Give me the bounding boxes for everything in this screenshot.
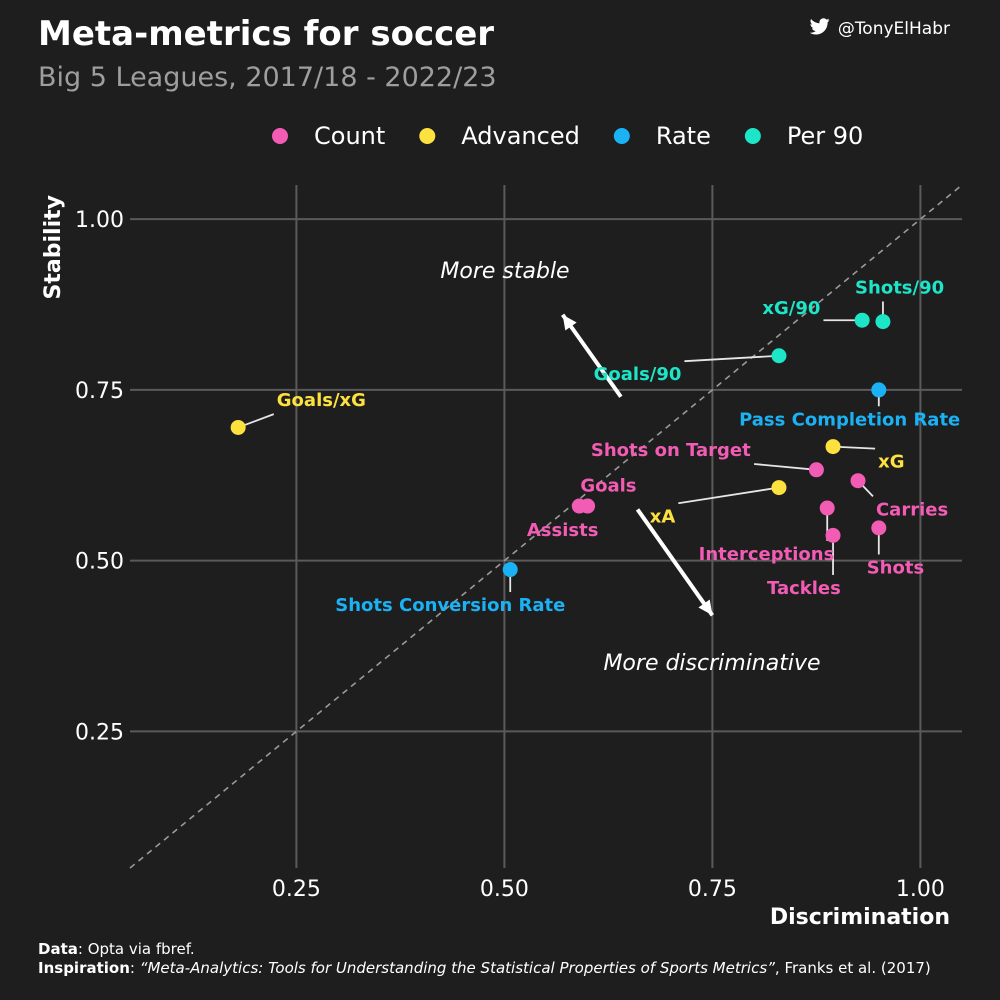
- legend-label: Advanced: [461, 122, 580, 150]
- handle-text: @TonyElHabr: [837, 19, 950, 39]
- y-tick-label: 0.25: [75, 720, 124, 745]
- data-point: [571, 498, 587, 514]
- legend-item: Advanced: [419, 122, 580, 150]
- data-point: [875, 314, 891, 330]
- data-point: [825, 527, 841, 543]
- point-label: Goals: [580, 476, 636, 497]
- y-tick-label: 0.50: [75, 550, 124, 575]
- data-point: [771, 348, 787, 364]
- data-point: [771, 480, 787, 496]
- legend-label: Count: [314, 122, 385, 150]
- data-point: [808, 462, 824, 478]
- leader-line: [754, 463, 817, 471]
- point-label: Goals/xG: [277, 390, 366, 411]
- data-points: [230, 312, 891, 578]
- chart-title: Meta-metrics for soccer: [38, 14, 495, 54]
- data-point: [825, 439, 841, 455]
- annotation-more-discriminative: More discriminative: [603, 651, 820, 676]
- y-tick-label: 0.75: [75, 379, 124, 404]
- x-axis-title: Discrimination: [770, 905, 950, 930]
- footer-inspiration-text: , Franks et al. (2017): [774, 959, 931, 977]
- point-label: Goals/90: [594, 364, 682, 385]
- point-label: Tackles: [767, 578, 841, 599]
- twitter-bird-icon: [809, 18, 830, 40]
- y-tick-label: 1.00: [75, 208, 124, 233]
- annotation-more-stable: More stable: [440, 259, 569, 284]
- point-label: Carries: [876, 499, 948, 520]
- point-labels: Goals/xG Shots/90 xG/90 Goals/90 Pass Comple…: [277, 277, 960, 616]
- data-point: [230, 419, 246, 435]
- point-label: Shots Conversion Rate: [335, 595, 565, 616]
- x-tick-label: 0.50: [480, 877, 529, 902]
- arrow-more-stable: [561, 313, 623, 398]
- data-point: [850, 473, 866, 489]
- annotation-arrows: [561, 313, 715, 617]
- x-tick-label: 1.00: [896, 877, 945, 902]
- point-label: Shots: [867, 557, 924, 578]
- leader-line: [678, 486, 780, 505]
- legend-label: Rate: [656, 122, 711, 150]
- footer-inspiration-title: “Meta-Analytics: Tools for Understanding…: [139, 959, 775, 977]
- point-label: xG/90: [762, 298, 820, 319]
- x-tick-label: 0.25: [272, 877, 321, 902]
- point-label: xG: [878, 452, 904, 473]
- y-axis-title: Stability: [41, 195, 66, 299]
- data-point: [819, 500, 835, 516]
- point-label: Interceptions: [699, 544, 835, 565]
- leader-line: [684, 354, 780, 363]
- footer-data-line: Data: Opta via fbref.: [38, 940, 931, 959]
- legend-item: Per 90: [744, 122, 863, 150]
- chart-subtitle: Big 5 Leagues, 2017/18 - 2022/23: [38, 62, 497, 93]
- legend-item: Count: [272, 122, 385, 150]
- legend-marker: [744, 128, 761, 144]
- footer-data-label: Data: [38, 940, 78, 958]
- legend-marker: [419, 128, 436, 144]
- axis-ticks: 0.25 0.50 0.75 1.00 0.25 0.50 0.75 1.00: [75, 208, 945, 902]
- grid-lines: [130, 185, 962, 868]
- reference-line: [129, 184, 963, 869]
- identity-line: [129, 184, 963, 869]
- data-point: [502, 562, 518, 578]
- footer-inspiration-line: Inspiration: “Meta-Analytics: Tools for …: [38, 959, 931, 977]
- x-tick-label: 0.75: [688, 877, 737, 902]
- footer-data-text: : Opta via fbref.: [77, 940, 195, 958]
- legend-label: Per 90: [787, 122, 863, 150]
- data-point: [871, 382, 887, 398]
- point-label: Shots/90: [855, 277, 944, 298]
- legend-item: Rate: [613, 122, 711, 150]
- data-point: [854, 312, 870, 328]
- data-point: [871, 520, 887, 536]
- legend-marker: [613, 128, 630, 144]
- legend-marker: [272, 128, 288, 144]
- point-label: Shots on Target: [591, 440, 751, 461]
- point-label: Pass Completion Rate: [739, 409, 960, 430]
- point-label: xA: [650, 506, 676, 527]
- legend: Count Advanced Rate Per 90: [272, 122, 863, 150]
- point-label: Assists: [527, 520, 599, 541]
- arrow-more-discriminative: [635, 508, 715, 617]
- author-handle[interactable]: @TonyElHabr: [809, 18, 950, 40]
- footer-inspiration-label: Inspiration: [38, 959, 130, 977]
- footer: Data: Opta via fbref. Inspiration: “Meta…: [38, 940, 931, 978]
